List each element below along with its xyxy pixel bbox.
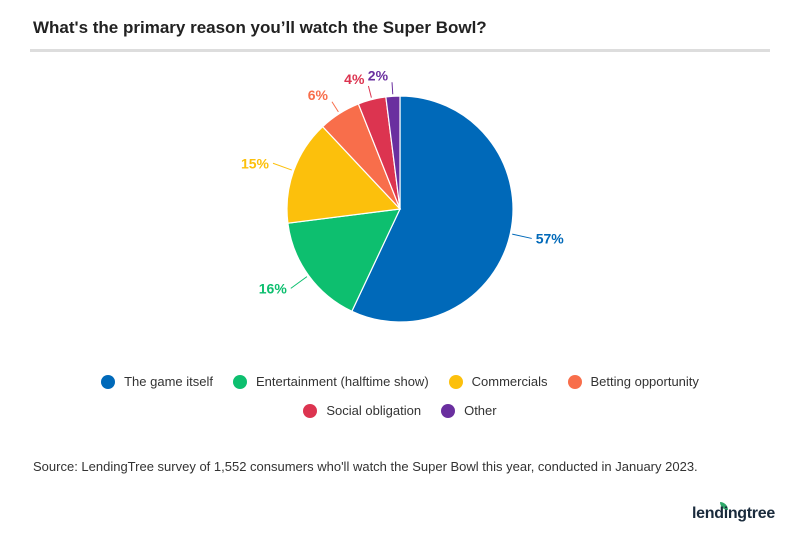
- source-note: Source: LendingTree survey of 1,552 cons…: [33, 459, 698, 474]
- legend-swatch: [232, 374, 247, 389]
- legend-label: Entertainment (halftime show): [255, 374, 429, 389]
- pie-slice-2: [286, 125, 402, 224]
- legend-label: Social obligation: [326, 403, 422, 418]
- legend-swatch: [448, 374, 463, 389]
- label-leader-4: [367, 85, 372, 98]
- legend-label: Commercials: [471, 374, 548, 389]
- data-label-1: 16%: [259, 280, 288, 296]
- title-divider: [30, 49, 770, 52]
- legend-item: Social obligation: [303, 403, 421, 418]
- legend-item: Commercials: [448, 374, 548, 389]
- label-leader-1: [290, 276, 308, 289]
- legend-item: The game itself: [101, 374, 213, 389]
- legend: The game itself Entertainment (halftime s…: [40, 374, 760, 418]
- data-label-5: 2%: [368, 67, 389, 83]
- pie-chart: 57% 16% 15% 6% 4% 2%: [241, 67, 565, 323]
- logo-leaf-icon: [720, 502, 728, 510]
- chart-title: What's the primary reason you’ll watch t…: [33, 18, 487, 37]
- legend-swatch: [303, 403, 318, 418]
- legend-item: Entertainment (halftime show): [232, 374, 429, 389]
- legend-swatch: [567, 374, 582, 389]
- pie-slice-1: [287, 208, 402, 313]
- data-label-4: 4%: [344, 71, 365, 87]
- lendingtree-logo: lendingtree: [692, 505, 775, 522]
- label-leader-0: [512, 233, 532, 239]
- legend-item: Betting opportunity: [567, 374, 699, 389]
- pie-slice-5: [385, 95, 401, 210]
- legend-label: Betting opportunity: [590, 374, 699, 389]
- label-leader-3: [331, 101, 339, 113]
- legend-swatch: [101, 374, 116, 389]
- legend-item: Other: [441, 403, 497, 418]
- label-leader-5: [391, 82, 394, 95]
- data-label-3: 6%: [308, 87, 329, 103]
- label-leader-2: [272, 162, 292, 171]
- data-label-0: 57%: [536, 230, 565, 246]
- pie-slice-0: [351, 95, 514, 323]
- legend-swatch: [441, 403, 456, 418]
- legend-label: Other: [464, 403, 497, 418]
- legend-label: The game itself: [124, 374, 213, 389]
- data-label-2: 15%: [241, 155, 270, 171]
